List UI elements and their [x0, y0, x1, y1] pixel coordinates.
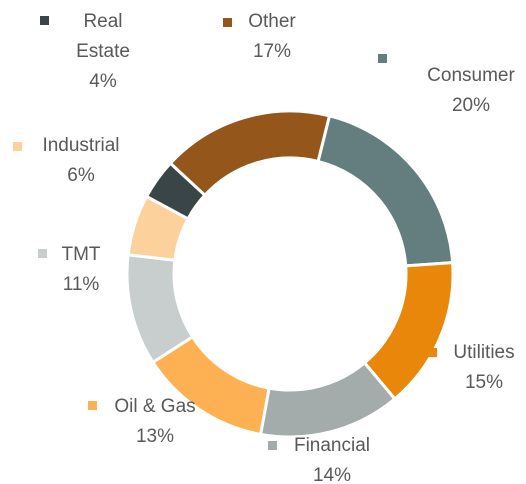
data-label: Financial 14% — [282, 431, 382, 484]
value-label: 15% — [464, 372, 504, 393]
legend-marker — [223, 18, 232, 27]
legend-marker — [88, 401, 97, 410]
data-label: Oil & Gas 13% — [100, 392, 210, 452]
category-label: Consumer — [427, 65, 515, 86]
legend-marker — [268, 441, 277, 450]
legend-marker — [428, 348, 437, 357]
category-label: Utilities — [453, 342, 515, 363]
legend-marker — [38, 249, 47, 258]
value-label: 13% — [135, 426, 175, 447]
category-label: Industrial — [42, 135, 120, 156]
slice — [316, 114, 455, 268]
data-label: Utilities 15% — [439, 338, 526, 398]
value-label: 6% — [67, 165, 95, 186]
data-label: TMT 11% — [51, 240, 111, 300]
value-label: 4% — [89, 71, 117, 92]
category-label: TMT — [61, 244, 101, 265]
category-label: Real Estate — [76, 11, 130, 62]
data-label: Other 17% — [237, 7, 307, 67]
data-label: Real Estate 4% — [73, 7, 133, 97]
legend-marker — [13, 142, 22, 151]
value-label: 20% — [451, 95, 491, 116]
legend-marker — [40, 16, 49, 25]
legend-marker — [378, 54, 387, 63]
category-label: Oil & Gas — [114, 396, 196, 417]
value-label: 17% — [252, 41, 292, 62]
value-label: 11% — [62, 274, 100, 295]
data-label: Industrial 6% — [31, 131, 131, 191]
category-label: Financial — [293, 435, 371, 456]
slice — [168, 109, 332, 198]
slice — [258, 360, 397, 439]
category-label: Other — [248, 11, 296, 32]
value-label: 14% — [312, 465, 352, 484]
data-label: Consumer 20% — [416, 61, 526, 121]
